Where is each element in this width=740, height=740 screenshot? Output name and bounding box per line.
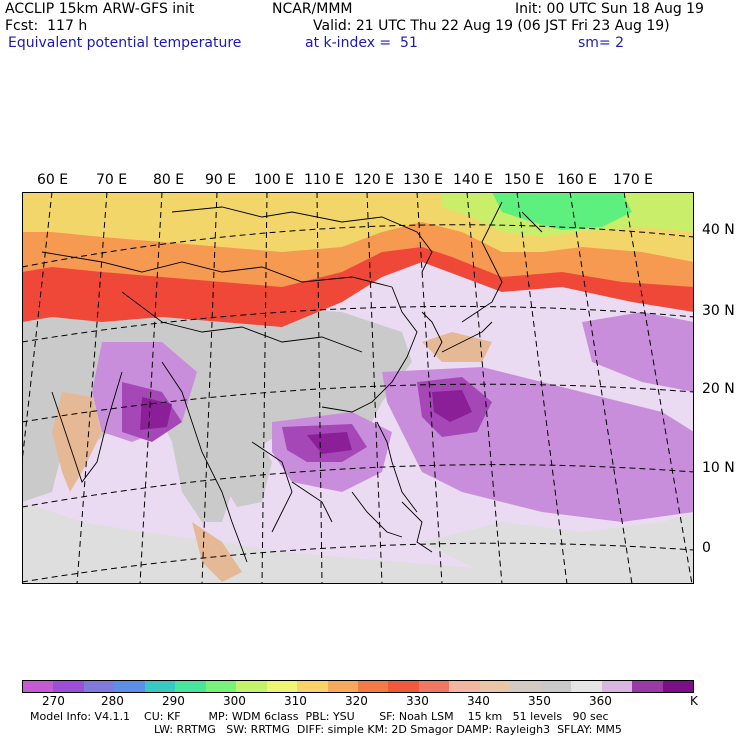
colorbar-swatch [236, 681, 267, 692]
colorbar-label: 300 [223, 694, 246, 708]
lon-label: 80 E [153, 172, 185, 188]
grey-dark-patches-3 [212, 427, 272, 507]
valid-time: Valid: 21 UTC Thu 22 Aug 19 (06 JST Fri … [313, 18, 670, 34]
lon-label: 150 E [504, 172, 545, 188]
colorbar-label: 360 [589, 694, 612, 708]
lon-label: 160 E [557, 172, 598, 188]
land-grey-3 [22, 502, 694, 584]
colorbar-label: 280 [101, 694, 124, 708]
land-grey-4 [422, 512, 694, 572]
grey-dark-patches-2 [272, 337, 392, 392]
physics-info: LW: RRTMG SW: RRTMG DIFF: simple KM: 2D … [154, 723, 622, 736]
graticule [22, 192, 694, 584]
lon-label: 120 E [354, 172, 395, 188]
init-time: Init: 00 UTC Sun 18 Aug 19 [515, 1, 704, 17]
purple-light-2 [582, 312, 694, 392]
lon-label: 70 E [96, 172, 128, 188]
colorbar-swatch [571, 681, 602, 692]
coastlines [41, 201, 543, 563]
lat-label: 40 N [702, 222, 735, 238]
colorbar-swatch [327, 681, 358, 692]
colorbar-swatch [297, 681, 328, 692]
map-panel [22, 192, 694, 584]
forecast-hour: Fcst: 117 h [5, 18, 88, 34]
model-info: Model Info: V4.1.1 CU: KF MP: WDM 6class… [30, 710, 609, 723]
lon-label: 110 E [304, 172, 345, 188]
colorbar-swatch [479, 681, 511, 692]
colorbar-label: 310 [284, 694, 307, 708]
colorbar-label: 330 [406, 694, 429, 708]
lat-label: 20 N [702, 381, 735, 397]
colorbar [22, 680, 694, 693]
colorbar-swatch [144, 681, 176, 692]
lon-label: 170 E [613, 172, 654, 188]
colorbar-swatch [418, 681, 450, 692]
level-index: at k-index = 51 [305, 35, 418, 51]
lon-label: 140 E [453, 172, 494, 188]
purple-dark-scs [307, 432, 352, 454]
purple-dark-wpac [432, 390, 472, 422]
colorbar-swatch [540, 681, 572, 692]
colorbar-swatch [175, 681, 206, 692]
colorbar-swatch [510, 681, 541, 692]
land-tan-se [192, 522, 242, 582]
map-frame [22, 192, 694, 584]
colorbar-swatch [357, 681, 389, 692]
colorbar-label: 270 [42, 694, 65, 708]
colorbar-swatch [53, 681, 84, 692]
lon-label: 90 E [205, 172, 237, 188]
colorbar-swatch [662, 681, 693, 692]
colorbar-label: 350 [528, 694, 551, 708]
land-tan-ne [422, 332, 492, 362]
land-grey-2 [22, 402, 62, 502]
colorbar-label: 320 [345, 694, 368, 708]
colorbar-swatch [449, 681, 480, 692]
lat-label: 30 N [702, 303, 735, 319]
lon-label: 130 E [403, 172, 444, 188]
colorbar-unit: K [690, 694, 698, 708]
purple-dark-bay [140, 397, 172, 430]
colorbar-swatch [83, 681, 115, 692]
smoothing: sm= 2 [578, 35, 625, 51]
colorbar-swatch [632, 681, 663, 692]
field-name: Equivalent potential temperature [8, 35, 242, 51]
lat-label: 0 [702, 540, 711, 556]
model-title: ACCLIP 15km ARW-GFS init [5, 1, 195, 17]
colorbar-swatch [205, 681, 237, 692]
lon-label: 60 E [37, 172, 69, 188]
colorbar-swatch [601, 681, 633, 692]
colorbar-swatch [114, 681, 145, 692]
colorbar-swatch [23, 681, 54, 692]
colorbar-label: 340 [467, 694, 490, 708]
colorbar-label: 290 [162, 694, 185, 708]
org-label: NCAR/MMM [272, 1, 353, 17]
band-green [492, 192, 632, 230]
lon-label: 100 E [254, 172, 295, 188]
colorbar-swatch [388, 681, 419, 692]
lat-label: 10 N [702, 460, 735, 476]
colorbar-swatch [266, 681, 298, 692]
